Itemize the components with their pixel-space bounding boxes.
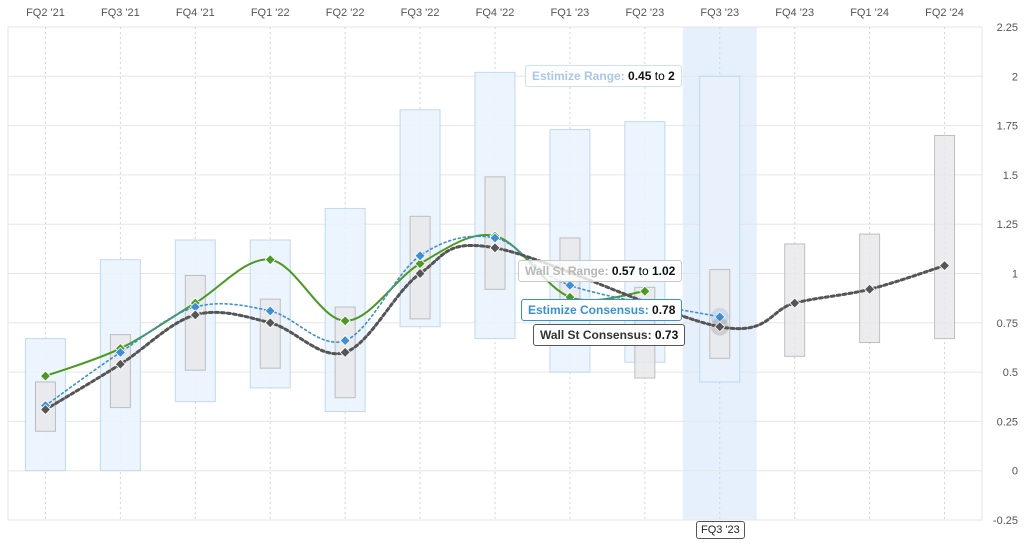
series-2-point <box>339 346 351 358</box>
y-tick-label: 1 <box>1012 269 1018 281</box>
wallst-consensus-label: Wall St Consensus: <box>540 328 652 342</box>
estimize-consensus-value: 0.78 <box>652 303 676 317</box>
y-tick-label: 0.25 <box>997 416 1018 428</box>
series-2-point <box>864 283 876 295</box>
wallst-range-high: 1.02 <box>651 264 676 278</box>
estimize-range-tooltip: Estimize Range: 0.45 to 2 <box>525 65 682 87</box>
x-tick-label: FQ2 '23 <box>625 7 664 19</box>
series-1-point <box>264 305 276 317</box>
series-1-point <box>414 250 426 262</box>
series-0-point <box>264 254 276 266</box>
wallst-range-label: Wall St Range: <box>525 264 609 278</box>
series-2-point <box>189 309 201 321</box>
estimize-range-low: 0.45 <box>628 69 652 83</box>
x-tick-label: FQ2 '21 <box>26 7 65 19</box>
x-tick-label: FQ1 '24 <box>850 7 889 19</box>
series-2-point <box>938 260 951 272</box>
x-tick-label: FQ3 '23 <box>700 7 739 19</box>
wallst-range-tooltip: Wall St Range: 0.57 to 1.02 <box>518 260 683 282</box>
wallst-range-box <box>259 298 281 369</box>
series-1-point <box>339 334 351 347</box>
x-tick-label: FQ1 '22 <box>251 7 290 19</box>
y-tick-label: -0.25 <box>993 515 1018 527</box>
x-tick-label: FQ4 '23 <box>775 7 814 19</box>
x-tick-label: FQ4 '21 <box>176 7 215 19</box>
y-tick-label: 1.5 <box>1003 170 1018 182</box>
x-tick-label: FQ2 '22 <box>326 7 365 19</box>
series-0-point <box>339 315 351 327</box>
series-1-point <box>114 346 126 358</box>
series-2-point <box>114 358 126 370</box>
x-axis-tooltip: FQ3 '23 <box>696 521 745 539</box>
y-tick-label: 1.25 <box>997 219 1018 231</box>
series-0-point <box>39 370 52 382</box>
x-tick-label: FQ4 '22 <box>476 7 515 19</box>
series-2-point <box>414 267 426 280</box>
estimize-consensus-tooltip: Estimize Consensus: 0.78 <box>521 299 683 321</box>
x-tick-label: FQ2 '24 <box>925 7 964 19</box>
wallst-range-to: to <box>638 264 649 278</box>
x-tick-label: FQ1 '23 <box>551 7 590 19</box>
x-tick-label: FQ3 '22 <box>401 7 440 19</box>
wallst-range-box <box>934 134 956 340</box>
wallst-range-low: 0.57 <box>611 264 636 278</box>
estimize-range-label: Estimize Range: <box>532 69 625 83</box>
series-2-point <box>39 404 52 416</box>
y-tick-label: 0.75 <box>997 318 1018 330</box>
estimize-range-to: to <box>654 69 665 83</box>
estimize-consensus-label: Estimize Consensus: <box>528 303 649 317</box>
series-2-point <box>714 321 726 333</box>
y-tick-label: 2.25 <box>997 22 1018 34</box>
series-1-point <box>564 279 576 291</box>
y-tick-label: 1.75 <box>997 121 1018 133</box>
series-0-point <box>639 285 651 297</box>
wallst-consensus-value: 0.73 <box>654 328 679 342</box>
series-2-point <box>489 242 501 254</box>
wallst-range-box <box>184 274 206 371</box>
y-tick-label: 0.5 <box>1003 367 1018 379</box>
y-tick-label: 2 <box>1012 71 1018 83</box>
series-line-1 <box>44 235 721 407</box>
x-tick-label: FQ3 '21 <box>101 7 140 19</box>
series-2-point <box>264 317 276 329</box>
series-2-point <box>789 297 801 309</box>
estimize-range-high: 2 <box>668 69 675 83</box>
wallst-consensus-tooltip: Wall St Consensus: 0.73 <box>533 324 686 346</box>
y-tick-label: 0 <box>1012 466 1018 478</box>
